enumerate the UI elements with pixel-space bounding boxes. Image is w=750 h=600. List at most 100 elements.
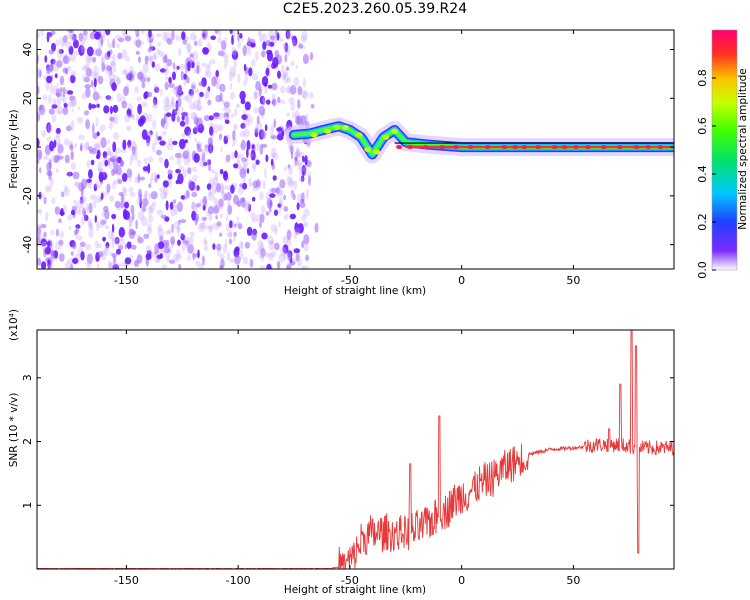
noise-blob	[161, 119, 164, 126]
noise-blob	[88, 55, 92, 64]
noise-blob	[185, 115, 189, 125]
noise-blob	[81, 75, 89, 83]
noise-blob	[46, 33, 53, 38]
noise-blob	[157, 224, 163, 232]
spectrogram-y-tick-label: 20	[21, 91, 34, 105]
noise-blob	[159, 140, 166, 146]
noise-blob	[137, 159, 142, 167]
snr-panel: -150 -100 -50 0 50 1 2 3 Height of straight lin…	[8, 309, 675, 596]
noise-blob	[286, 112, 291, 117]
noise-blob	[272, 36, 278, 44]
noise-blob	[144, 55, 149, 65]
noise-blob	[258, 31, 263, 43]
noise-blob	[40, 261, 47, 269]
noise-blob	[53, 139, 57, 148]
noise-blob	[231, 151, 235, 160]
noise-blob	[302, 265, 309, 269]
noise-blob	[284, 166, 287, 172]
noise-blob	[225, 134, 231, 140]
snr-frame	[36, 329, 675, 570]
noise-blob	[190, 111, 197, 121]
noise-blob	[208, 214, 213, 222]
noise-blob	[167, 228, 172, 235]
noise-blob	[286, 175, 293, 186]
noise-blob	[74, 143, 78, 148]
noise-blob	[215, 215, 218, 220]
noise-blob	[193, 41, 198, 46]
noise-blob	[247, 37, 251, 45]
noise-blob	[112, 38, 116, 49]
noise-blob	[298, 43, 304, 49]
snr-x-tick-label: -100	[226, 574, 251, 587]
noise-blob	[45, 81, 50, 91]
noise-blob	[62, 107, 69, 115]
noise-blob	[284, 54, 288, 63]
noise-blob	[187, 130, 192, 140]
noise-blob	[196, 105, 203, 112]
noise-blob	[182, 38, 188, 45]
noise-blob	[251, 162, 257, 169]
echo-dot	[521, 145, 528, 150]
noise-blob	[55, 105, 63, 115]
snr-series-line	[37, 330, 674, 569]
noise-blob	[118, 244, 124, 251]
noise-blob	[190, 90, 195, 99]
noise-blob	[230, 91, 235, 100]
noise-blob	[179, 63, 186, 70]
noise-blob	[121, 49, 128, 59]
noise-blob	[258, 254, 265, 259]
noise-blob	[90, 159, 95, 166]
noise-blob	[40, 30, 44, 37]
noise-blob	[62, 204, 67, 214]
noise-blob	[78, 205, 82, 216]
noise-blob	[208, 188, 213, 197]
noise-blob	[131, 75, 136, 81]
noise-blob	[98, 223, 104, 228]
noise-blob	[137, 236, 144, 244]
noise-blob	[216, 221, 222, 227]
noise-blob	[206, 183, 212, 191]
noise-blob	[283, 73, 289, 84]
noise-blob	[202, 204, 206, 211]
noise-blob	[80, 39, 84, 50]
noise-blob	[89, 224, 93, 230]
noise-blob	[93, 77, 97, 88]
echo-blob	[391, 128, 399, 134]
noise-blob	[85, 54, 91, 65]
noise-blob	[165, 200, 169, 211]
snr-multiplier: (x10⁴)	[8, 309, 20, 341]
noise-blob	[78, 44, 85, 56]
noise-blob	[102, 236, 106, 242]
noise-blob	[258, 105, 266, 116]
noise-blob	[142, 166, 149, 172]
noise-blob	[146, 91, 153, 98]
noise-blob	[151, 142, 156, 153]
noise-blob	[143, 194, 147, 200]
noise-blob	[74, 181, 82, 188]
noise-blob	[283, 214, 287, 221]
noise-blob	[302, 221, 309, 228]
noise-blob	[168, 83, 175, 88]
noise-blob	[67, 65, 72, 72]
spectrogram-panel: -150 -100 -50 0 50 40 20 0 -20 -40 Height of stra…	[8, 29, 675, 297]
noise-blob	[96, 131, 100, 137]
noise-blob	[295, 253, 300, 262]
noise-blob	[259, 221, 262, 228]
noise-blob	[189, 53, 194, 58]
noise-blob	[165, 239, 170, 249]
noise-blob	[219, 112, 223, 118]
noise-blob	[265, 211, 270, 216]
noise-blob	[38, 208, 43, 215]
echo-dot	[657, 145, 664, 150]
noise-blob	[302, 90, 309, 100]
noise-blob	[302, 53, 309, 65]
noise-blob	[37, 112, 41, 122]
noise-blob	[165, 112, 172, 117]
noise-blob	[49, 177, 54, 187]
noise-blob	[150, 172, 158, 182]
noise-blob	[182, 239, 186, 244]
noise-blob	[138, 56, 141, 63]
noise-blob	[63, 184, 68, 194]
chart-title: C2E5.2023.260.05.39.R24	[282, 1, 468, 17]
noise-blob	[148, 183, 152, 188]
